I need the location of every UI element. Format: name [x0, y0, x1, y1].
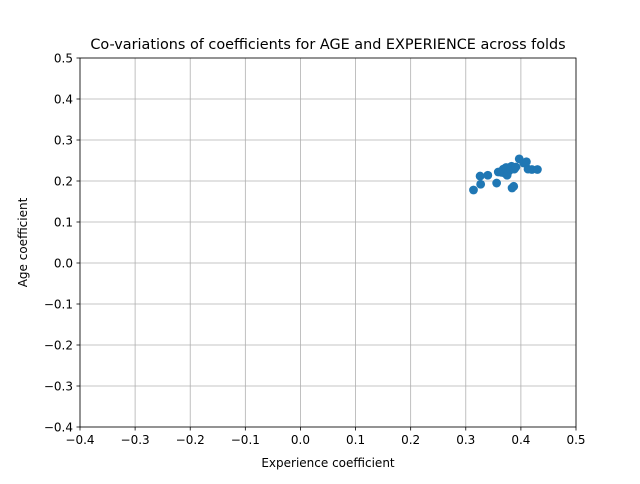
x-tick-label: 0.0	[291, 433, 310, 447]
x-tick-label: 0.3	[456, 433, 475, 447]
plot-frame	[79, 57, 577, 428]
data-point	[475, 171, 485, 181]
x-tick-label: −0.1	[231, 433, 260, 447]
data-point	[476, 179, 486, 189]
x-tick-label: −0.2	[176, 433, 205, 447]
data-point	[483, 170, 493, 180]
x-tick-label: −0.3	[121, 433, 150, 447]
y-tick-label: 0.5	[54, 51, 73, 65]
y-tick-label: −0.4	[44, 420, 73, 434]
data-point	[469, 185, 478, 195]
data-point	[533, 165, 542, 174]
y-tick-label: −0.2	[44, 338, 73, 352]
y-tick-label: 0.3	[54, 133, 73, 147]
chart-title: Co-variations of coefficients for AGE an…	[90, 37, 565, 53]
data-point	[511, 162, 521, 172]
y-tick-label: 0.1	[54, 215, 73, 229]
data-point	[492, 178, 502, 188]
y-tick-label: 0.0	[54, 256, 73, 270]
x-tick-label: 0.2	[401, 433, 420, 447]
axis-ticks: −0.4 −0.3 −0.2 −0.1 0.0 0.1 0.2 0.3 0.4 0.5 −0.4 −0…	[44, 51, 586, 447]
x-tick-label: 0.4	[511, 433, 530, 447]
data-point	[509, 181, 519, 191]
data-point	[522, 157, 531, 167]
x-tick-label: 0.5	[566, 433, 585, 447]
data-points	[469, 154, 542, 195]
x-axis-label: Experience coefficient	[261, 456, 395, 470]
x-tick-label: −0.4	[65, 433, 94, 447]
y-axis-label: Age coefficient	[16, 197, 30, 287]
y-tick-label: 0.4	[54, 92, 73, 106]
y-tick-label: 0.2	[54, 174, 73, 188]
y-tick-label: −0.1	[44, 297, 73, 311]
x-tick-label: 0.1	[346, 433, 365, 447]
y-tick-label: −0.3	[44, 379, 73, 393]
